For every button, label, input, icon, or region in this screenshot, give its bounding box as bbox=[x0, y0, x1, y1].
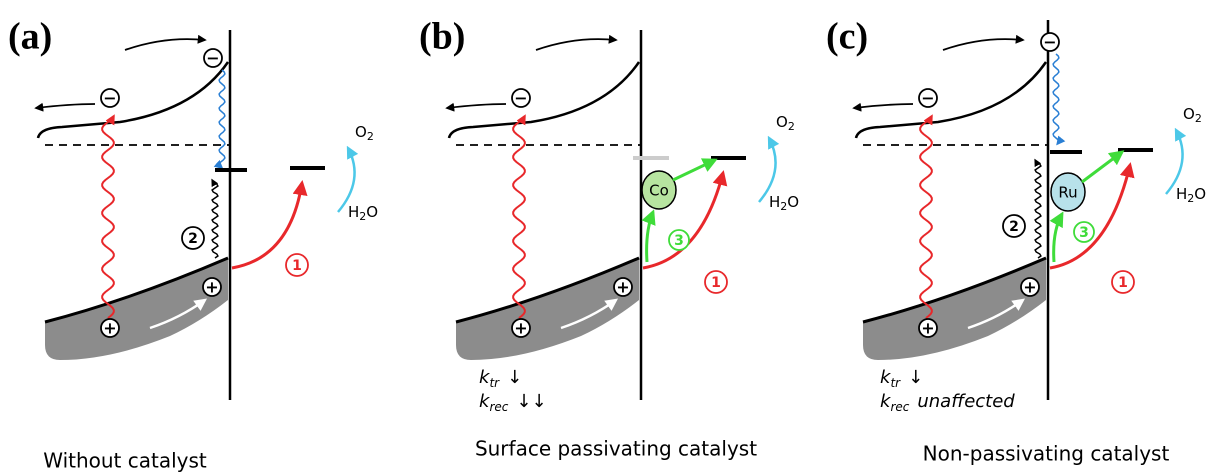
catalyst-uptake bbox=[647, 212, 653, 262]
o2-sub: 2 bbox=[1195, 112, 1202, 125]
h2o-sub: 2 bbox=[1187, 192, 1194, 205]
kinetics: ktr↓ bbox=[479, 367, 522, 390]
photon bbox=[102, 116, 114, 318]
recombination bbox=[1035, 160, 1041, 258]
o2: O2 bbox=[355, 123, 374, 144]
caption: Without catalyst bbox=[43, 449, 207, 473]
step-catalyst: 3 bbox=[1079, 225, 1089, 241]
kinetics: ktr↓ bbox=[880, 367, 923, 390]
rate-sub: rec bbox=[489, 400, 508, 414]
o2-sub: 2 bbox=[367, 130, 374, 143]
surface-hole: + bbox=[616, 278, 629, 297]
catalyst-transfer bbox=[1082, 152, 1122, 182]
conduction-band bbox=[856, 62, 1046, 138]
h2o: H2O bbox=[769, 193, 799, 214]
step-transfer: 1 bbox=[711, 275, 721, 291]
recombination bbox=[212, 180, 218, 258]
electron-relax bbox=[219, 70, 225, 168]
electron-drift bbox=[36, 104, 95, 108]
panel-label: (b) bbox=[419, 16, 465, 58]
photon bbox=[920, 116, 932, 318]
caption: Non-passivating catalyst bbox=[923, 442, 1170, 466]
electron-relax bbox=[1053, 54, 1059, 144]
surface-electron: − bbox=[1043, 33, 1056, 52]
panel-label: (c) bbox=[826, 16, 868, 58]
step-transfer: 1 bbox=[1118, 275, 1128, 291]
valence-band bbox=[456, 258, 639, 360]
step-transfer: 1 bbox=[292, 258, 302, 274]
bulk-electron: − bbox=[921, 89, 934, 108]
h2o-tail: O bbox=[787, 193, 799, 211]
h2o: H2O bbox=[348, 203, 378, 224]
rate-note: unaffected bbox=[917, 391, 1015, 412]
conduction-band bbox=[449, 62, 639, 138]
rate-note: ↓ bbox=[507, 367, 522, 388]
o2: O2 bbox=[776, 113, 795, 134]
conduction-band bbox=[38, 62, 228, 138]
valence-band bbox=[45, 258, 228, 360]
o2-sub: 2 bbox=[788, 120, 795, 133]
panel-label: (a) bbox=[8, 16, 52, 58]
photon bbox=[513, 116, 525, 318]
electron-drift bbox=[854, 104, 913, 108]
diagram: (a)Without catalyst−++1O2H2O−2(b)Surface… bbox=[0, 0, 1222, 473]
step-catalyst: 3 bbox=[674, 233, 684, 249]
rate-note: ↓ bbox=[908, 367, 923, 388]
electron-drift bbox=[125, 39, 205, 50]
h2o: H2O bbox=[1176, 185, 1206, 206]
h2o-sub: 2 bbox=[359, 210, 366, 223]
h2o-tail: O bbox=[1194, 185, 1206, 203]
rate-sub: tr bbox=[489, 376, 500, 390]
o2: O2 bbox=[1183, 105, 1202, 126]
bulk-electron: − bbox=[103, 89, 116, 108]
catalyst-label: Co bbox=[649, 182, 669, 200]
step-recombination: 2 bbox=[1009, 219, 1019, 235]
h2o-tail: O bbox=[366, 203, 378, 221]
catalyst-label: Ru bbox=[1058, 184, 1077, 202]
h2o-base: H bbox=[1176, 185, 1187, 203]
bulk-electron: − bbox=[514, 89, 527, 108]
electron-drift bbox=[536, 39, 616, 50]
h2o-base: H bbox=[769, 193, 780, 211]
surface-hole: + bbox=[205, 278, 218, 297]
bulk-hole: + bbox=[921, 319, 934, 338]
bulk-hole: + bbox=[514, 319, 527, 338]
bulk-hole: + bbox=[103, 319, 116, 338]
catalyst-uptake bbox=[1054, 214, 1062, 262]
step-recombination: 2 bbox=[188, 231, 198, 247]
caption: Surface passivating catalyst bbox=[475, 437, 757, 461]
rate-note: ↓↓ bbox=[516, 391, 546, 412]
panel: (c)Non-passivating catalyst−++1O2H2O−2Ru… bbox=[826, 16, 1206, 466]
o2-base: O bbox=[355, 123, 367, 141]
electron-drift bbox=[943, 39, 1023, 50]
o2-base: O bbox=[776, 113, 788, 131]
kinetics: krec↓↓ bbox=[479, 391, 547, 414]
catalyst-transfer bbox=[673, 160, 715, 180]
h2o-base: H bbox=[348, 203, 359, 221]
electron-drift bbox=[447, 104, 506, 108]
o2-base: O bbox=[1183, 105, 1195, 123]
rate-sub: tr bbox=[890, 376, 901, 390]
rate-sub: rec bbox=[890, 400, 909, 414]
surface-hole: + bbox=[1023, 278, 1036, 297]
surface-electron: − bbox=[206, 49, 219, 68]
valence-band bbox=[863, 258, 1046, 360]
h2o-sub: 2 bbox=[780, 200, 787, 213]
panel: (b)Surface passivating catalyst−++1O2H2O… bbox=[419, 16, 799, 461]
